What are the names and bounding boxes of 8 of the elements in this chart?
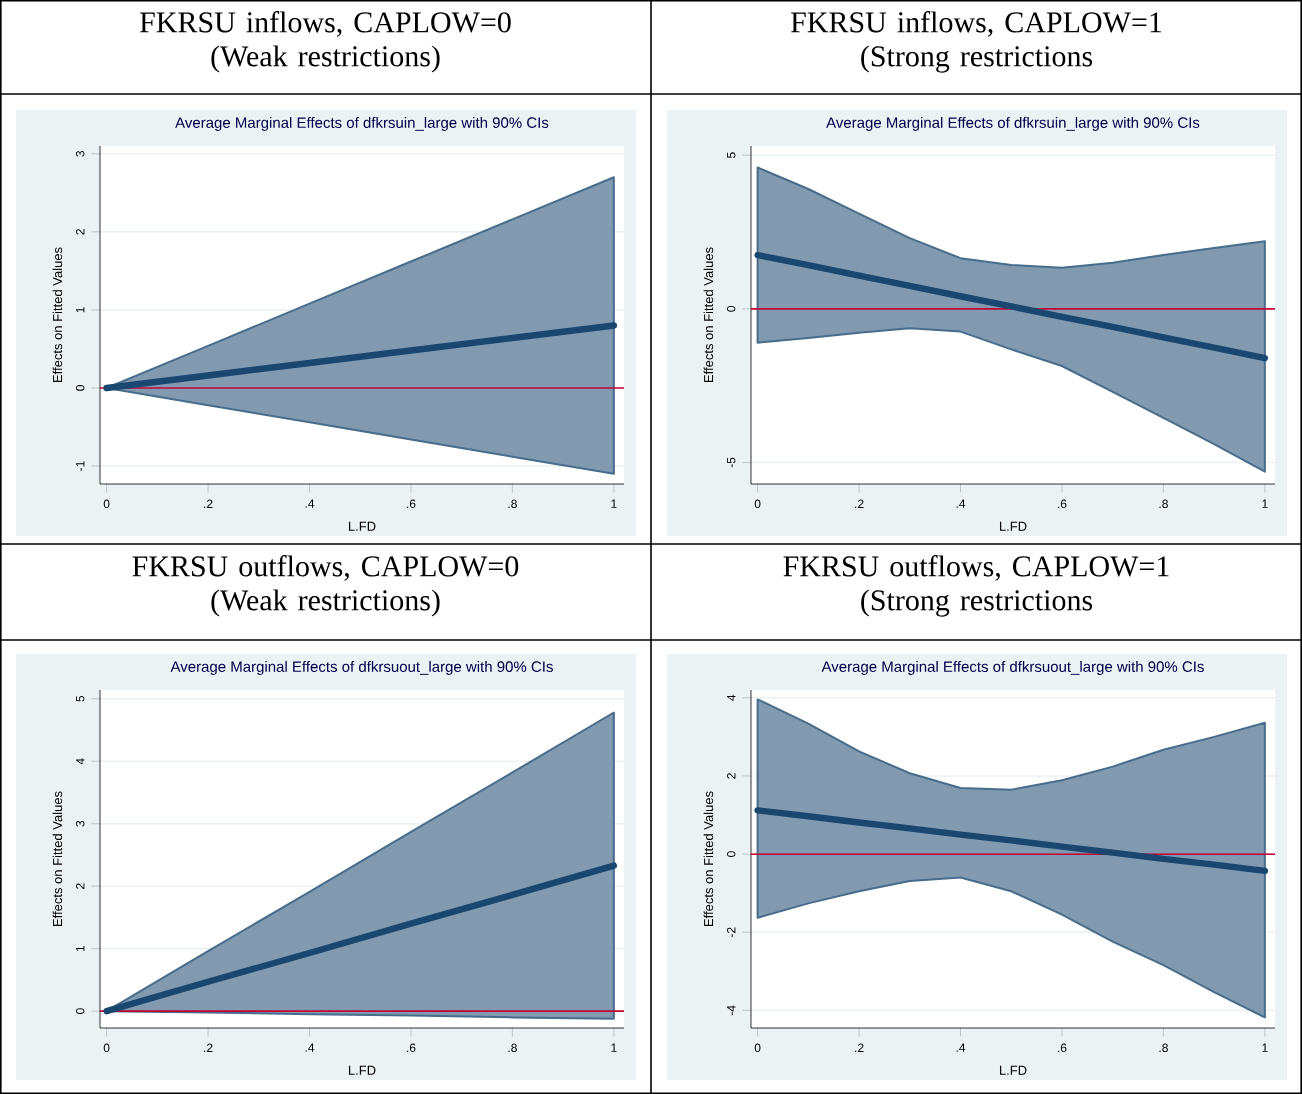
line-series [754, 251, 1269, 362]
chart-title: FKRSU outflows, CAPLOW=0 (Weak restrictions) [132, 555, 519, 617]
line-series [754, 807, 1269, 875]
chart-title: FKRSU inflows, CAPLOW=1 (Strong restrictions [790, 11, 1162, 73]
chart-title: FKRSU inflows, CAPLOW=0 (Weak restrictions) [139, 11, 511, 73]
line-series [103, 322, 618, 392]
line-series [103, 862, 618, 1015]
chart-title: FKRSU outflows, CAPLOW=1 (Strong restrictions [783, 555, 1169, 617]
